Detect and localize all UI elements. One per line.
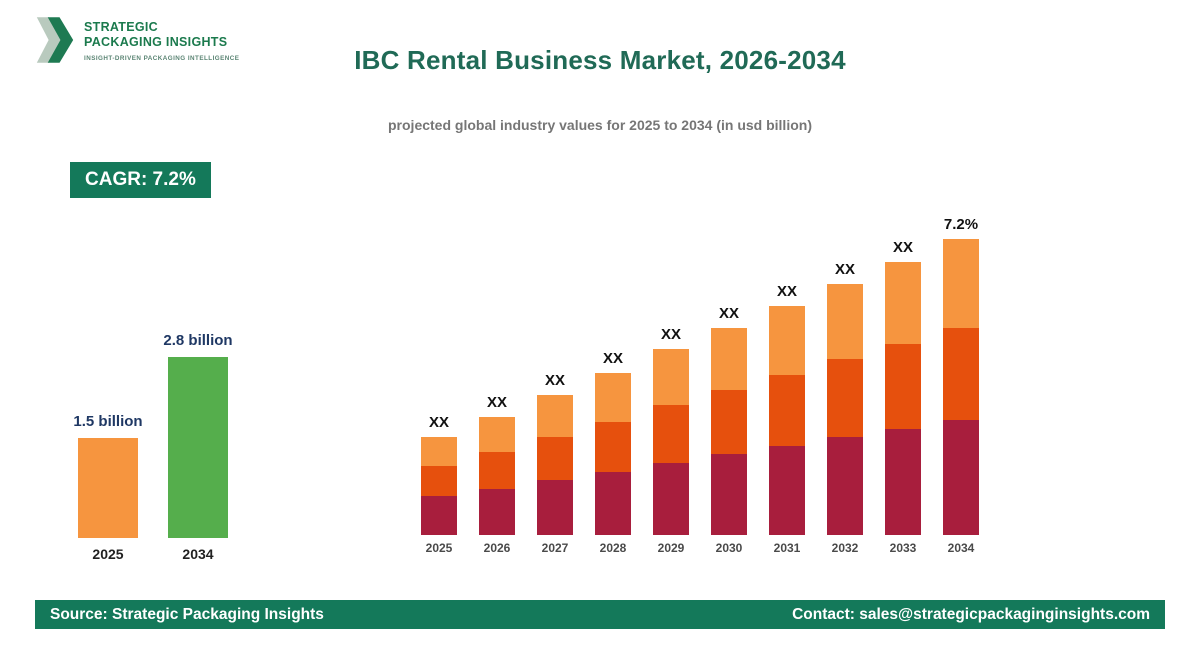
- summary-bar-value-label: 2.8 billion: [163, 332, 233, 349]
- bar-segment-top-tier: [769, 306, 805, 375]
- stacked-bar: [827, 284, 863, 535]
- bar-segment-middle-tier: [885, 344, 921, 429]
- bar-value-label: 7.2%: [943, 216, 979, 233]
- bar-segment-bottom-tier: [943, 420, 979, 535]
- bar-segment-middle-tier: [769, 375, 805, 446]
- bar-segment-top-tier: [885, 262, 921, 344]
- stacked-bar: [595, 373, 631, 535]
- stacked-bar: [537, 395, 573, 535]
- x-axis-label: 2027: [541, 541, 569, 555]
- summary-bar-year-label: 2034: [182, 546, 214, 562]
- x-axis-label: 2025: [425, 541, 453, 555]
- bar-value-label: XX: [602, 350, 623, 367]
- bar-value-label: XX: [544, 372, 565, 389]
- bar-segment-top-tier: [421, 437, 457, 466]
- bar-segment-bottom-tier: [653, 463, 689, 535]
- summary-bar-column: 1.5 billion 2025: [73, 413, 142, 562]
- bar-column-2027: XX 2027: [526, 372, 584, 555]
- bar-column-2026: XX 2026: [468, 394, 526, 555]
- brand-logo: STRATEGIC PACKAGING INSIGHTS INSIGHT-DRI…: [35, 14, 239, 66]
- x-axis-label: 2032: [831, 541, 859, 555]
- brand-chevron-icon: [36, 17, 74, 63]
- summary-bar-value-label: 1.5 billion: [73, 413, 143, 430]
- x-axis-label: 2029: [657, 541, 685, 555]
- x-axis-label: 2034: [947, 541, 975, 555]
- summary-bar: [168, 357, 228, 538]
- brand-text: STRATEGIC PACKAGING INSIGHTS INSIGHT-DRI…: [84, 14, 239, 62]
- bar-segment-bottom-tier: [827, 437, 863, 535]
- stacked-bar: [653, 349, 689, 535]
- stacked-bar: [943, 239, 979, 535]
- stacked-bar: [885, 262, 921, 535]
- bar-segment-bottom-tier: [769, 446, 805, 535]
- summary-bar-column: 2.8 billion 2034: [163, 332, 232, 562]
- bar-value-label: XX: [776, 283, 797, 300]
- footer-contact: Contact: sales@strategicpackaginginsight…: [792, 605, 1150, 623]
- bar-segment-middle-tier: [537, 437, 573, 480]
- summary-bar: [78, 438, 138, 538]
- footer-bar: Source: Strategic Packaging Insights Con…: [35, 600, 1165, 629]
- brand-name-line1: STRATEGIC: [84, 20, 158, 34]
- bar-value-label: XX: [428, 414, 449, 431]
- page-title: IBC Rental Business Market, 2026-2034: [354, 45, 846, 75]
- brand-tagline: INSIGHT-DRIVEN PACKAGING INTELLIGENCE: [84, 55, 240, 62]
- stacked-bar: [421, 437, 457, 535]
- bar-value-label: XX: [486, 394, 507, 411]
- bar-segment-bottom-tier: [711, 454, 747, 535]
- bar-segment-middle-tier: [595, 422, 631, 472]
- bar-column-2032: XX 2032: [816, 261, 874, 555]
- bar-segment-bottom-tier: [479, 489, 515, 535]
- cagr-badge: CAGR: 7.2%: [70, 162, 211, 198]
- bar-segment-top-tier: [595, 373, 631, 422]
- summary-chart: 1.5 billion 2025 2.8 billion 2034: [73, 332, 232, 562]
- bar-value-label: XX: [660, 326, 681, 343]
- bar-segment-top-tier: [943, 239, 979, 328]
- bar-segment-middle-tier: [827, 359, 863, 437]
- bar-column-2033: XX 2033: [874, 239, 932, 555]
- x-axis-label: 2033: [889, 541, 917, 555]
- x-axis-label: 2031: [773, 541, 801, 555]
- bar-segment-top-tier: [827, 284, 863, 359]
- stacked-bar: [479, 417, 515, 535]
- page-subtitle: projected global industry values for 202…: [388, 117, 812, 133]
- bar-value-label: XX: [718, 305, 739, 322]
- summary-bar-year-label: 2025: [92, 546, 124, 562]
- bar-segment-top-tier: [537, 395, 573, 437]
- bar-segment-top-tier: [711, 328, 747, 390]
- bar-column-2029: XX 2029: [642, 326, 700, 555]
- bar-segment-top-tier: [479, 417, 515, 452]
- stacked-bar-chart: XX 2025 XX 2026 XX 2027 XX 2028 XX 2029 XX 2030 XX 20…: [410, 216, 990, 555]
- brand-name-line2: PACKAGING INSIGHTS: [84, 35, 228, 49]
- bar-value-label: XX: [892, 239, 913, 256]
- stacked-bar: [711, 328, 747, 535]
- bar-segment-middle-tier: [653, 405, 689, 463]
- bar-value-label: XX: [834, 261, 855, 278]
- bar-column-2030: XX 2030: [700, 305, 758, 555]
- bar-segment-bottom-tier: [421, 496, 457, 535]
- bar-segment-top-tier: [653, 349, 689, 405]
- bar-column-2028: XX 2028: [584, 350, 642, 555]
- x-axis-label: 2026: [483, 541, 511, 555]
- x-axis-label: 2028: [599, 541, 627, 555]
- bar-segment-middle-tier: [711, 390, 747, 454]
- bar-column-2031: XX 2031: [758, 283, 816, 555]
- x-axis-label: 2030: [715, 541, 743, 555]
- bar-segment-middle-tier: [479, 452, 515, 489]
- bar-column-2034: 7.2% 2034: [932, 216, 990, 555]
- bar-segment-middle-tier: [421, 466, 457, 496]
- bar-segment-bottom-tier: [595, 472, 631, 535]
- bar-column-2025: XX 2025: [410, 414, 468, 555]
- bar-segment-middle-tier: [943, 328, 979, 420]
- footer-source: Source: Strategic Packaging Insights: [50, 605, 324, 623]
- stacked-bar: [769, 306, 805, 535]
- bar-segment-bottom-tier: [885, 429, 921, 535]
- bar-segment-bottom-tier: [537, 480, 573, 535]
